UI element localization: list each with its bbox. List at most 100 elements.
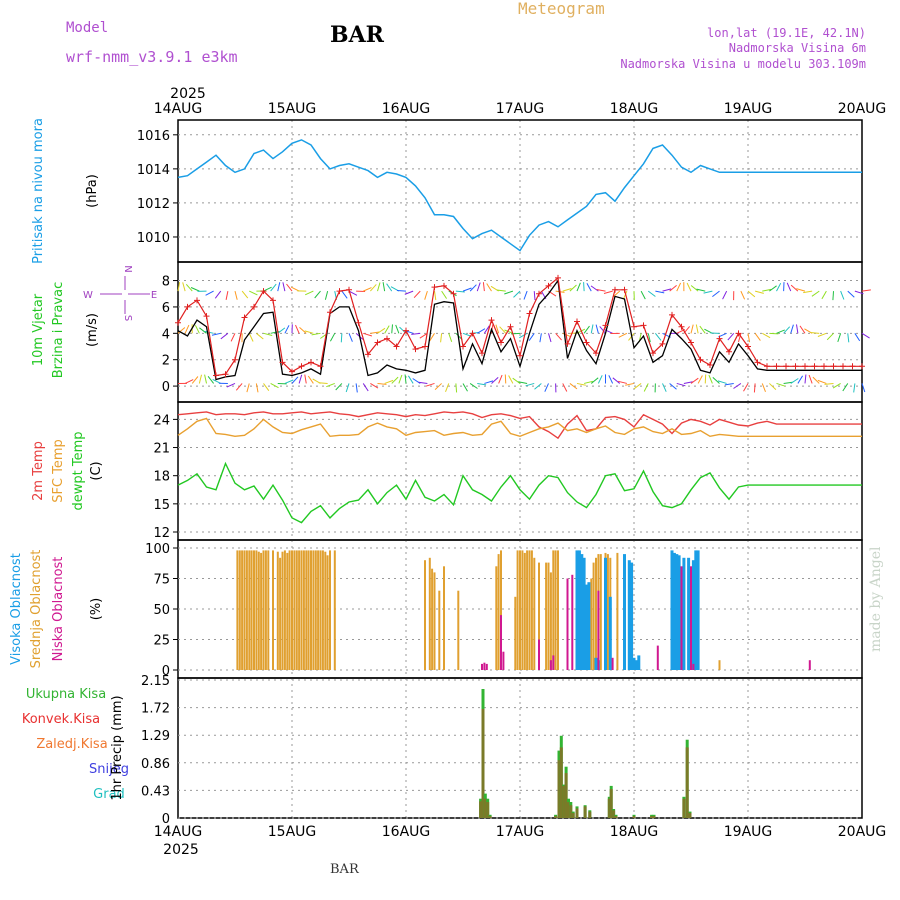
wind-vector bbox=[483, 325, 490, 334]
wind-gust-marker bbox=[260, 288, 267, 295]
wind-vector bbox=[248, 333, 254, 342]
cloud-mid-bar bbox=[305, 550, 308, 670]
cloud-high-bar bbox=[594, 657, 598, 670]
wind-gust-marker bbox=[203, 313, 210, 320]
wind-vector bbox=[230, 333, 236, 342]
wind-vector bbox=[837, 333, 842, 343]
wind-vector bbox=[821, 290, 827, 300]
cloud-mid-bar bbox=[554, 550, 557, 670]
precip-conv-bar bbox=[652, 816, 656, 818]
wind-gust-marker bbox=[488, 317, 495, 324]
pressure-label: Pritisak na nivou mora bbox=[31, 118, 46, 264]
precip-tick-label: 2.15 bbox=[141, 674, 170, 689]
wind-vector bbox=[377, 327, 386, 334]
cloud-high-bar bbox=[585, 584, 588, 670]
cloud-mid-bar bbox=[549, 572, 552, 670]
wind-vector bbox=[804, 374, 807, 384]
cloud-mid-bar bbox=[260, 552, 263, 670]
cloud-mid-label: Srednja Oblacnost bbox=[29, 550, 44, 669]
wind-vector bbox=[523, 290, 528, 300]
location-label: lon,lat (19.1E, 42.1N) bbox=[707, 26, 866, 40]
wind-gust-marker bbox=[792, 363, 799, 370]
wind-vector bbox=[476, 282, 481, 292]
wind-vector bbox=[241, 290, 249, 299]
wind-vector bbox=[270, 383, 279, 389]
x-tick-top-2: 16AUG bbox=[382, 101, 431, 117]
cloud-high-bar bbox=[627, 560, 631, 670]
wind-vector bbox=[204, 374, 207, 384]
wind-vector bbox=[220, 332, 229, 340]
wind-gust-marker bbox=[374, 339, 381, 346]
wind-vector bbox=[496, 289, 506, 292]
cloud-high-bar bbox=[672, 552, 676, 670]
wind-vector bbox=[810, 332, 820, 334]
wind-vector bbox=[618, 332, 628, 338]
precip-legend-4: Grad bbox=[93, 787, 125, 802]
wind-unit: (m/s) bbox=[85, 313, 100, 347]
cloud-mid-bar bbox=[599, 554, 602, 670]
cloud-mid-bar bbox=[595, 557, 597, 670]
wind-gust-marker bbox=[270, 297, 276, 304]
wind-gust-marker bbox=[555, 274, 561, 281]
wind-vector bbox=[528, 333, 535, 341]
wind-vector bbox=[370, 383, 379, 389]
wind-vector bbox=[235, 383, 243, 391]
wind-vector bbox=[683, 381, 693, 384]
wind-vector bbox=[590, 285, 599, 292]
cloud-mid-bar bbox=[281, 551, 284, 670]
wind-gust-marker bbox=[564, 340, 571, 347]
cloud-high-bar bbox=[677, 555, 681, 670]
cloud-mid-bar bbox=[523, 552, 526, 670]
cloud-mid-bar bbox=[317, 550, 320, 670]
precip-conv-bar bbox=[479, 801, 483, 818]
precip-conv-bar bbox=[575, 808, 579, 818]
wind-gust-marker bbox=[279, 359, 286, 366]
wind-gust-marker bbox=[593, 350, 599, 357]
wind-vector bbox=[469, 383, 478, 389]
wind-vector bbox=[769, 383, 777, 390]
wind-gust-marker bbox=[412, 346, 419, 353]
wind-gust-marker bbox=[574, 318, 580, 325]
wind-vector bbox=[695, 324, 699, 334]
wind-vector bbox=[617, 380, 627, 384]
wind-vector bbox=[177, 327, 186, 334]
wind-vector bbox=[669, 285, 677, 292]
cloud-mid-bar bbox=[245, 550, 248, 670]
cloud-high-bar bbox=[637, 655, 641, 670]
wind-vector bbox=[424, 290, 428, 300]
wind-vector bbox=[796, 288, 806, 292]
x-tick-top-3: 17AUG bbox=[496, 101, 545, 117]
wind-vector bbox=[391, 376, 399, 384]
precip-conv-bar bbox=[564, 773, 568, 818]
wind-vector bbox=[182, 282, 186, 292]
cloud-high-bar bbox=[682, 557, 686, 670]
wind-vector bbox=[190, 287, 200, 292]
precip-conv-bar bbox=[588, 811, 592, 818]
wind-vector bbox=[576, 382, 586, 386]
wind-vector bbox=[384, 325, 390, 334]
y-tick-label: 1016 bbox=[137, 129, 170, 144]
wind-gust-marker bbox=[602, 322, 609, 329]
wind-vector bbox=[562, 288, 572, 292]
wind-vector bbox=[519, 332, 528, 339]
meteogram-title: Meteogram bbox=[518, 0, 605, 18]
cloud-mid-bar bbox=[333, 550, 336, 670]
wind-vector bbox=[214, 290, 222, 299]
wind-gust-marker bbox=[773, 363, 780, 370]
wind-gust-marker bbox=[697, 356, 704, 363]
wind-vector bbox=[717, 380, 727, 384]
wind-vector bbox=[647, 333, 651, 343]
wind-vector bbox=[198, 374, 202, 384]
cloud-mid-bar bbox=[545, 562, 548, 670]
wind-vector bbox=[263, 286, 272, 292]
wind-vector bbox=[754, 333, 761, 341]
cloud-mid-bar bbox=[519, 550, 521, 670]
wind-vector bbox=[854, 290, 864, 295]
wind-vector bbox=[576, 282, 581, 292]
precip-conv-bar bbox=[557, 760, 561, 818]
cloud-high-bar bbox=[632, 657, 636, 670]
wind-gust-marker bbox=[507, 323, 514, 330]
panel-frame-4 bbox=[177, 677, 863, 819]
pressure-unit: (hPa) bbox=[85, 174, 100, 208]
wind-vector bbox=[669, 383, 677, 390]
